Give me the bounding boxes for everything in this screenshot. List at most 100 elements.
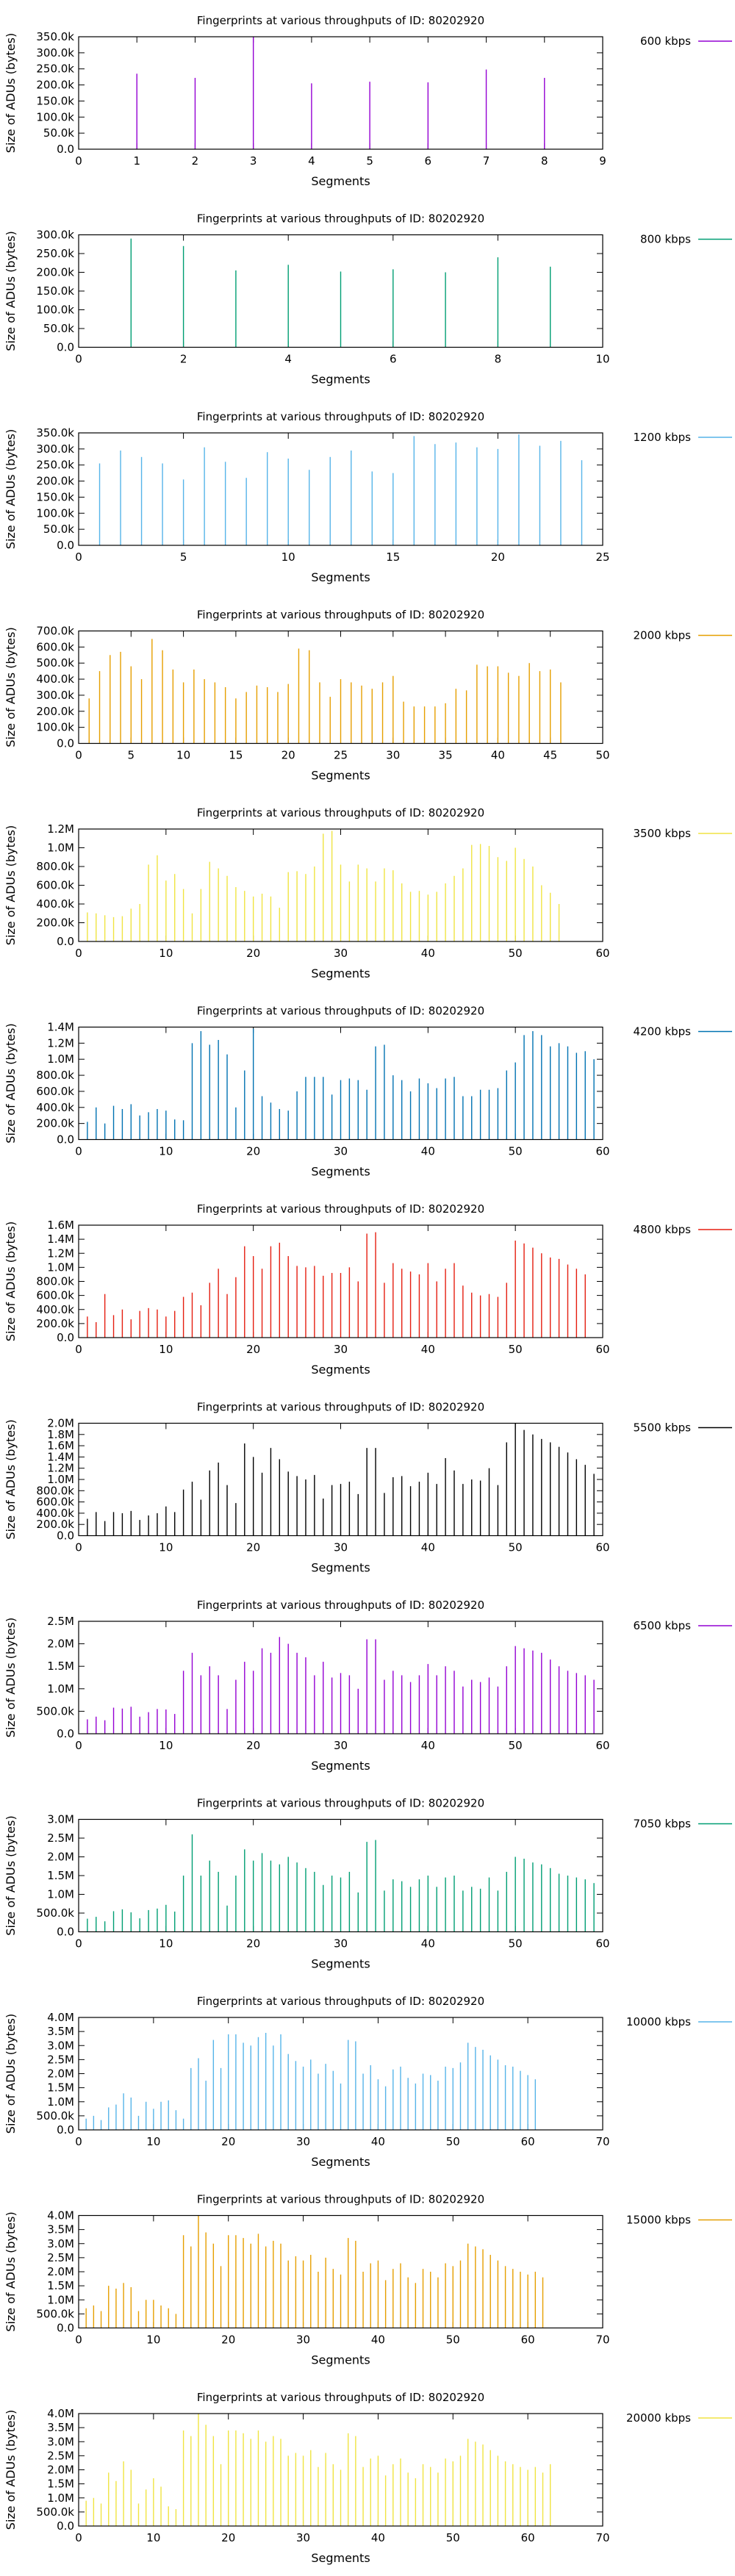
y-tick-label: 200.0k — [36, 1518, 74, 1531]
x-tick-label: 40 — [421, 1343, 435, 1356]
y-axis-label: Size of ADUs (bytes) — [4, 1618, 18, 1737]
x-tick-label: 0 — [75, 550, 82, 564]
y-tick-label: 250.0k — [36, 247, 74, 260]
legend-label: 4800 kbps — [634, 1223, 692, 1236]
y-tick-label: 0.0 — [57, 1529, 74, 1543]
chart-panel: Fingerprints at various throughputs of I… — [4, 1995, 732, 2169]
y-tick-label: 1.0M — [47, 2095, 74, 2109]
y-tick-label: 600.0k — [36, 879, 74, 892]
x-axis-label: Segments — [311, 174, 370, 188]
chart-panel: Fingerprints at various throughputs of I… — [4, 1202, 732, 1377]
x-tick-label: 20 — [221, 2531, 235, 2544]
y-tick-label: 200.0k — [36, 79, 74, 92]
y-tick-label: 500.0k — [36, 2307, 74, 2320]
x-tick-label: 6 — [425, 154, 432, 168]
x-tick-label: 50 — [509, 1937, 523, 1951]
y-axis-label: Size of ADUs (bytes) — [4, 2014, 18, 2134]
x-axis-label: Segments — [311, 2551, 370, 2565]
plot-frame — [78, 2214, 603, 2329]
y-tick-label: 1.5M — [47, 1869, 74, 1882]
y-tick-label: 2.0M — [47, 2265, 74, 2278]
y-tick-label: 300.0k — [36, 689, 74, 702]
y-tick-label: 250.0k — [36, 459, 74, 472]
x-tick-label: 10 — [159, 1145, 173, 1158]
y-tick-label: 2.0M — [47, 1851, 74, 1864]
y-tick-label: 2.5M — [47, 1831, 74, 1845]
y-tick-label: 2.0M — [47, 2464, 74, 2477]
y-tick-label: 400.0k — [36, 1303, 74, 1316]
y-tick-label: 1.4M — [47, 1450, 74, 1463]
y-tick-label: 2.0M — [47, 1417, 74, 1430]
chart-title: Fingerprints at various throughputs of I… — [197, 2193, 484, 2206]
chart-panel: Fingerprints at various throughputs of I… — [4, 1005, 732, 1179]
x-tick-label: 70 — [595, 2333, 609, 2347]
y-tick-label: 4.0M — [47, 2011, 74, 2024]
y-tick-label: 350.0k — [36, 426, 74, 440]
y-axis-label: Size of ADUs (bytes) — [4, 627, 18, 747]
x-tick-label: 40 — [421, 1739, 435, 1752]
plot-frame — [78, 432, 603, 546]
x-tick-label: 60 — [595, 1541, 609, 1554]
x-axis-label: Segments — [311, 1561, 370, 1575]
x-tick-label: 20 — [246, 1343, 260, 1356]
y-tick-label: 4.0M — [47, 2209, 74, 2222]
x-tick-label: 8 — [495, 353, 502, 366]
y-tick-label: 2.5M — [47, 2251, 74, 2264]
y-tick-label: 1.5M — [47, 2478, 74, 2491]
x-tick-label: 10 — [595, 353, 609, 366]
y-tick-label: 0.0 — [57, 737, 74, 750]
y-tick-label: 1.0M — [47, 2491, 74, 2505]
chart-panel: Fingerprints at various throughputs of I… — [4, 2391, 732, 2565]
y-tick-label: 100.0k — [36, 110, 74, 123]
x-tick-label: 40 — [371, 2531, 385, 2544]
y-axis-label: Size of ADUs (bytes) — [4, 825, 18, 945]
y-tick-label: 1.0M — [47, 1473, 74, 1486]
y-tick-label: 4.0M — [47, 2407, 74, 2420]
y-tick-label: 1.6M — [47, 1439, 74, 1452]
y-tick-label: 0.0 — [57, 2123, 74, 2136]
y-tick-label: 1.2M — [47, 1462, 74, 1475]
x-axis-label: Segments — [311, 570, 370, 584]
y-tick-label: 1.8M — [47, 1428, 74, 1441]
plot-frame — [78, 1224, 603, 1338]
y-tick-label: 1.0M — [47, 1888, 74, 1901]
x-tick-label: 8 — [541, 154, 548, 168]
x-tick-label: 50 — [509, 947, 523, 960]
y-tick-label: 200.0k — [36, 475, 74, 488]
x-tick-label: 70 — [595, 2135, 609, 2148]
plot-frame — [78, 1818, 603, 1933]
y-tick-label: 0.0 — [57, 1926, 74, 1939]
x-tick-label: 40 — [421, 1145, 435, 1158]
y-axis-label: Size of ADUs (bytes) — [4, 2410, 18, 2530]
y-axis-label: Size of ADUs (bytes) — [4, 429, 18, 549]
x-tick-label: 0 — [75, 2531, 82, 2544]
legend-label: 1200 kbps — [634, 431, 692, 444]
plot-frame — [78, 2413, 603, 2527]
plot-frame — [78, 630, 603, 745]
y-tick-label: 3.5M — [47, 2421, 74, 2434]
x-tick-label: 50 — [446, 2135, 460, 2148]
x-tick-label: 30 — [334, 1541, 348, 1554]
legend-label: 7050 kbps — [634, 1818, 692, 1831]
chart-title: Fingerprints at various throughputs of I… — [197, 2391, 484, 2404]
x-tick-label: 0 — [75, 353, 82, 366]
y-tick-label: 1.0M — [47, 1052, 74, 1066]
legend-label: 3500 kbps — [634, 827, 692, 840]
y-axis-label: Size of ADUs (bytes) — [4, 231, 18, 351]
legend-label: 20000 kbps — [626, 2411, 691, 2425]
y-tick-label: 600.0k — [36, 1289, 74, 1302]
chart-title: Fingerprints at various throughputs of I… — [197, 609, 484, 622]
y-tick-label: 2.0M — [47, 1637, 74, 1651]
x-tick-label: 60 — [595, 1739, 609, 1752]
legend-label: 6500 kbps — [634, 1619, 692, 1632]
chart-panel: Fingerprints at various throughputs of I… — [4, 2193, 732, 2367]
y-tick-label: 800.0k — [36, 1275, 74, 1288]
x-tick-label: 40 — [371, 2135, 385, 2148]
y-tick-label: 800.0k — [36, 1484, 74, 1497]
x-tick-label: 40 — [421, 1937, 435, 1951]
x-tick-label: 10 — [159, 1343, 173, 1356]
y-tick-label: 3.0M — [47, 2435, 74, 2448]
x-tick-label: 45 — [543, 749, 557, 762]
y-tick-label: 2.0M — [47, 2067, 74, 2081]
y-tick-label: 0.0 — [57, 539, 74, 552]
